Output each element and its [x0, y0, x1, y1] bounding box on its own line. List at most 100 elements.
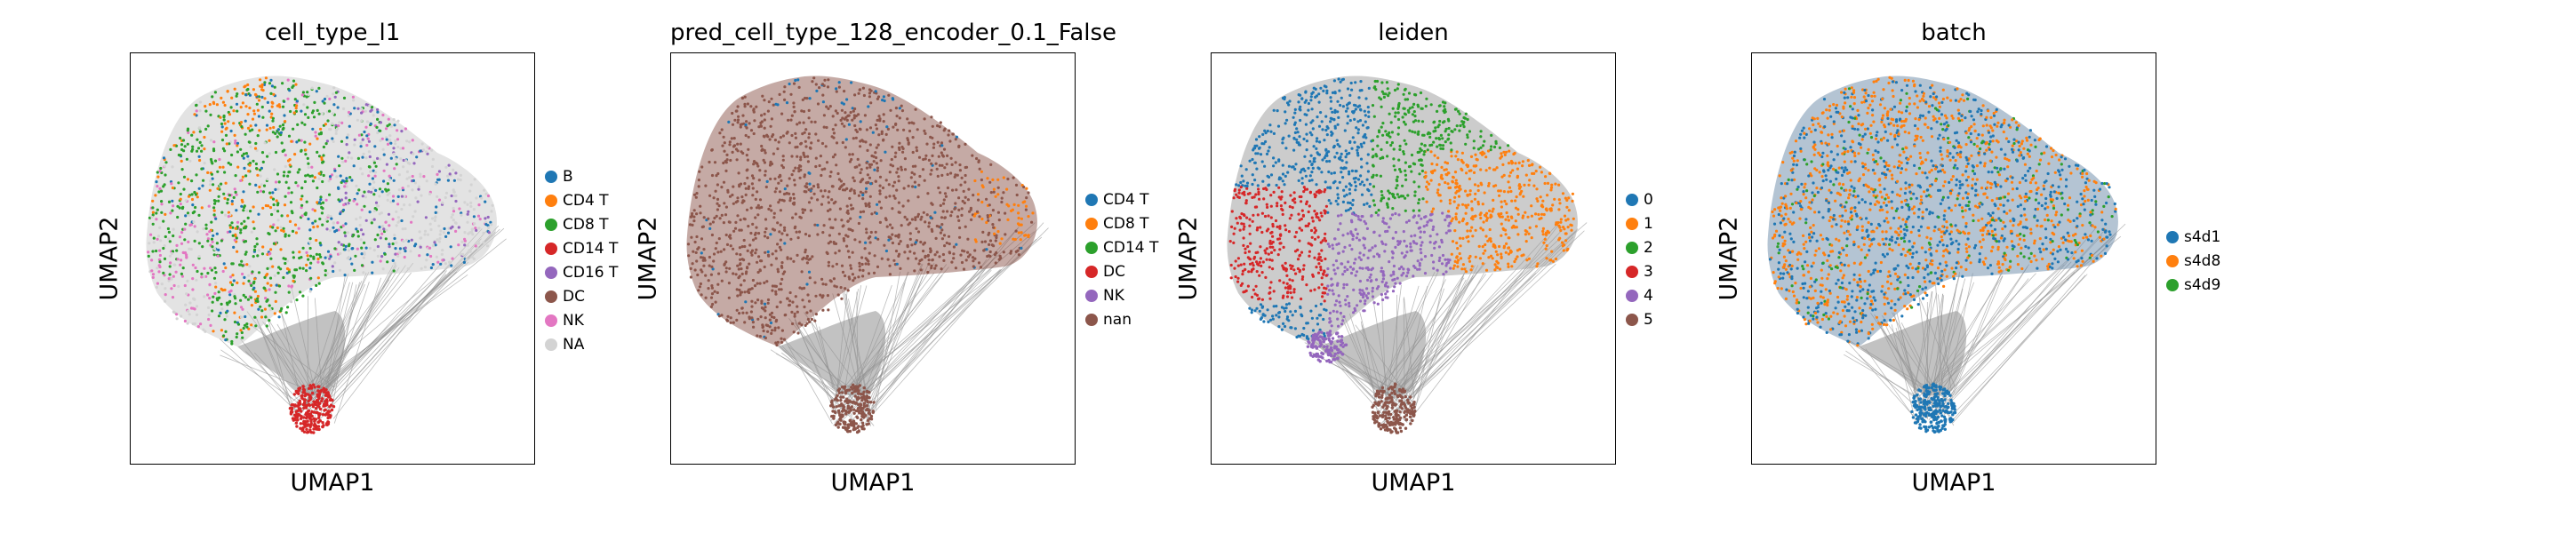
cell-point	[297, 139, 300, 142]
cell-point	[424, 216, 428, 219]
cell-point	[1468, 189, 1472, 193]
cell-point	[803, 131, 806, 134]
cell-point	[217, 314, 221, 318]
cell-point	[376, 156, 380, 160]
cell-point	[199, 322, 203, 326]
cell-point	[400, 130, 404, 133]
cell-point	[951, 188, 955, 192]
cell-point	[386, 260, 389, 264]
cell-point	[183, 251, 188, 255]
cell-point	[764, 316, 767, 320]
cell-point	[340, 243, 343, 246]
cell-point	[911, 136, 915, 139]
cell-point	[790, 155, 794, 158]
cell-point	[164, 287, 167, 290]
cell-point	[212, 295, 215, 298]
cell-point	[771, 289, 774, 292]
cell-point	[852, 279, 855, 282]
cell-point	[274, 150, 278, 155]
cell-point	[207, 204, 211, 208]
cell-point	[151, 213, 155, 217]
cell-point	[337, 124, 340, 128]
cell-point	[943, 244, 947, 248]
cell-point	[804, 251, 807, 254]
cell-point	[712, 252, 716, 256]
cell-point	[981, 230, 985, 234]
cell-point	[1271, 240, 1275, 244]
cell-point	[1356, 178, 1361, 181]
cell-point	[266, 282, 269, 285]
cell-point	[792, 101, 796, 105]
cell-point	[780, 337, 783, 340]
cell-point	[798, 215, 802, 219]
cell-point	[855, 430, 860, 434]
cell-point	[487, 231, 491, 235]
cell-point	[1475, 157, 1478, 161]
cell-point	[307, 258, 310, 261]
cell-point	[391, 195, 396, 198]
cell-point	[892, 195, 896, 198]
cell-point	[1349, 230, 1353, 234]
cell-point	[283, 171, 286, 174]
cell-point	[689, 215, 692, 219]
cell-point	[1343, 195, 1347, 198]
cell-point	[239, 106, 243, 109]
cell-point	[212, 183, 215, 187]
cell-point	[1564, 196, 1567, 200]
cell-point	[180, 314, 183, 318]
cell-point	[371, 271, 374, 274]
cell-point	[1320, 282, 1324, 286]
cell-point	[914, 164, 917, 168]
cell-point	[852, 176, 855, 179]
cell-point	[172, 310, 175, 314]
cell-point	[752, 325, 756, 329]
cell-point	[770, 209, 773, 212]
cell-point	[364, 195, 367, 199]
cell-point	[1465, 171, 1468, 175]
cell-point	[1479, 211, 1483, 215]
cell-point	[970, 218, 973, 221]
cell-point	[213, 202, 217, 205]
cell-point	[736, 105, 740, 108]
cell-point	[766, 250, 770, 254]
cell-point	[1242, 243, 1245, 247]
cell-point	[195, 313, 199, 316]
cell-point	[1323, 334, 1326, 338]
cell-point	[1385, 81, 1388, 84]
panel-title: pred_cell_type_128_encoder_0.1_False	[670, 20, 1117, 46]
cell-point	[324, 256, 327, 259]
cell-point	[1500, 215, 1504, 219]
cell-point	[1309, 121, 1313, 124]
cell-point	[304, 213, 308, 217]
cell-point	[361, 172, 364, 176]
cell-point	[313, 402, 316, 406]
cell-cloud-bridge	[778, 311, 886, 396]
cell-point	[853, 402, 858, 405]
cell-point	[327, 394, 332, 398]
cell-point	[834, 109, 837, 113]
cell-point	[431, 263, 435, 266]
cell-point	[869, 230, 873, 235]
cell-point	[292, 251, 295, 254]
cell-point	[251, 128, 254, 131]
cell-point	[811, 255, 814, 259]
cell-point	[236, 281, 239, 284]
cell-point	[175, 243, 179, 247]
cell-point	[1358, 251, 1362, 255]
cell-point	[874, 230, 877, 234]
cell-point	[1514, 199, 1517, 203]
cell-point	[1472, 164, 1476, 168]
cell-point	[321, 425, 324, 429]
cell-point	[805, 97, 809, 100]
cell-point	[233, 238, 236, 242]
cell-point	[246, 298, 250, 301]
cell-point	[300, 428, 304, 433]
cell-point	[797, 322, 801, 325]
cell-point	[381, 113, 385, 117]
cell-point	[319, 127, 323, 131]
cell-point	[317, 385, 321, 388]
cell-point	[206, 293, 210, 297]
cell-point	[835, 285, 838, 289]
cell-point	[362, 256, 365, 259]
cell-point	[864, 202, 868, 205]
